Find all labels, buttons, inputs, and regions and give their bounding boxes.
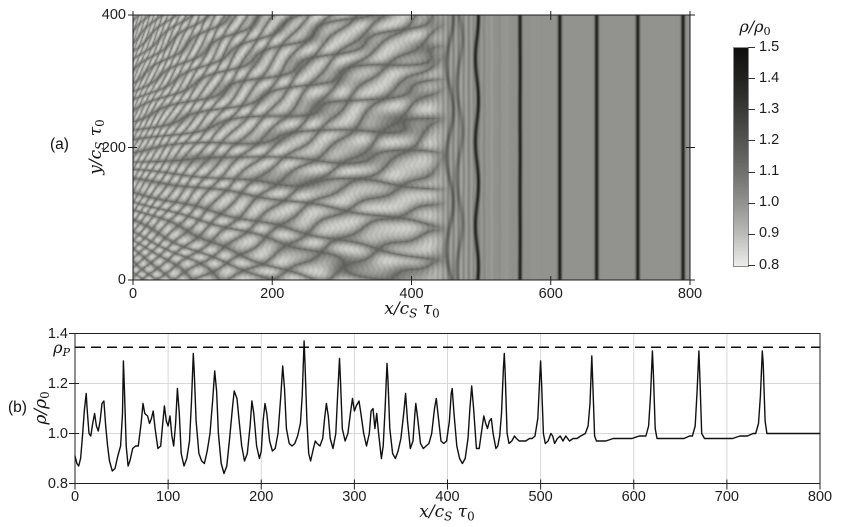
panel-a-xlabel: x/cS τ0 bbox=[384, 299, 440, 321]
colorbar-tick bbox=[748, 233, 755, 235]
density-profile-line bbox=[74, 340, 821, 475]
a-ytick-200: 200 bbox=[101, 139, 126, 156]
panel-b-tag: (b) bbox=[8, 399, 27, 416]
b-xtick-200: 200 bbox=[249, 489, 274, 505]
a-xtick-600: 600 bbox=[538, 286, 563, 302]
b-xtick-600: 600 bbox=[621, 489, 646, 505]
density-heatmap bbox=[133, 15, 690, 280]
b-xtick-400: 400 bbox=[435, 489, 460, 505]
colorbar-label-1.4: 1.4 bbox=[759, 69, 780, 86]
colorbar-label-1.2: 1.2 bbox=[759, 131, 780, 148]
b-xtick-800: 800 bbox=[807, 489, 833, 505]
colorbar-label-0.9: 0.9 bbox=[759, 225, 780, 242]
colorbar-tick bbox=[748, 78, 755, 80]
b-xtick-700: 700 bbox=[714, 489, 739, 505]
a-xtick-200: 200 bbox=[260, 286, 285, 302]
colorbar-label-1.5: 1.5 bbox=[759, 38, 780, 55]
a-xtick-400: 400 bbox=[399, 286, 424, 302]
colorbar-label-0.8: 0.8 bbox=[759, 256, 780, 273]
colorbar-label-1.0: 1.0 bbox=[759, 194, 780, 211]
a-ytick-400: 400 bbox=[101, 7, 126, 23]
colorbar-tick bbox=[748, 47, 755, 48]
b-ytick-1.0: 1.0 bbox=[47, 425, 68, 442]
b-xtick-100: 100 bbox=[156, 489, 181, 505]
colorbar-tick bbox=[748, 109, 755, 111]
colorbar-tick bbox=[748, 265, 755, 266]
b-ytick-0.8: 0.8 bbox=[47, 475, 68, 492]
colorbar bbox=[733, 47, 749, 267]
panel-b-xlabel: x/cS τ0 bbox=[419, 502, 475, 524]
b-ytick-1.2: 1.2 bbox=[47, 375, 68, 392]
panel-a-tag: (a) bbox=[50, 136, 69, 153]
b-xtick-0: 0 bbox=[70, 489, 80, 505]
rho-p-label: ρP bbox=[53, 338, 70, 360]
colorbar-tick bbox=[748, 202, 755, 204]
a-ytick-0: 0 bbox=[117, 272, 126, 288]
colorbar-tick bbox=[748, 140, 755, 142]
b-ytick-1.4: 1.4 bbox=[47, 325, 68, 342]
a-xtick-0: 0 bbox=[128, 286, 138, 302]
a-xtick-800: 800 bbox=[677, 286, 703, 302]
colorbar-label-1.1: 1.1 bbox=[759, 163, 780, 180]
panel-b-ylabel: ρ/ρ0 bbox=[30, 391, 53, 425]
colorbar-tick bbox=[748, 171, 755, 173]
b-xtick-500: 500 bbox=[528, 489, 553, 505]
b-xtick-300: 300 bbox=[342, 489, 367, 505]
colorbar-title: ρ/ρ0 bbox=[739, 17, 771, 39]
colorbar-label-1.3: 1.3 bbox=[759, 100, 780, 117]
